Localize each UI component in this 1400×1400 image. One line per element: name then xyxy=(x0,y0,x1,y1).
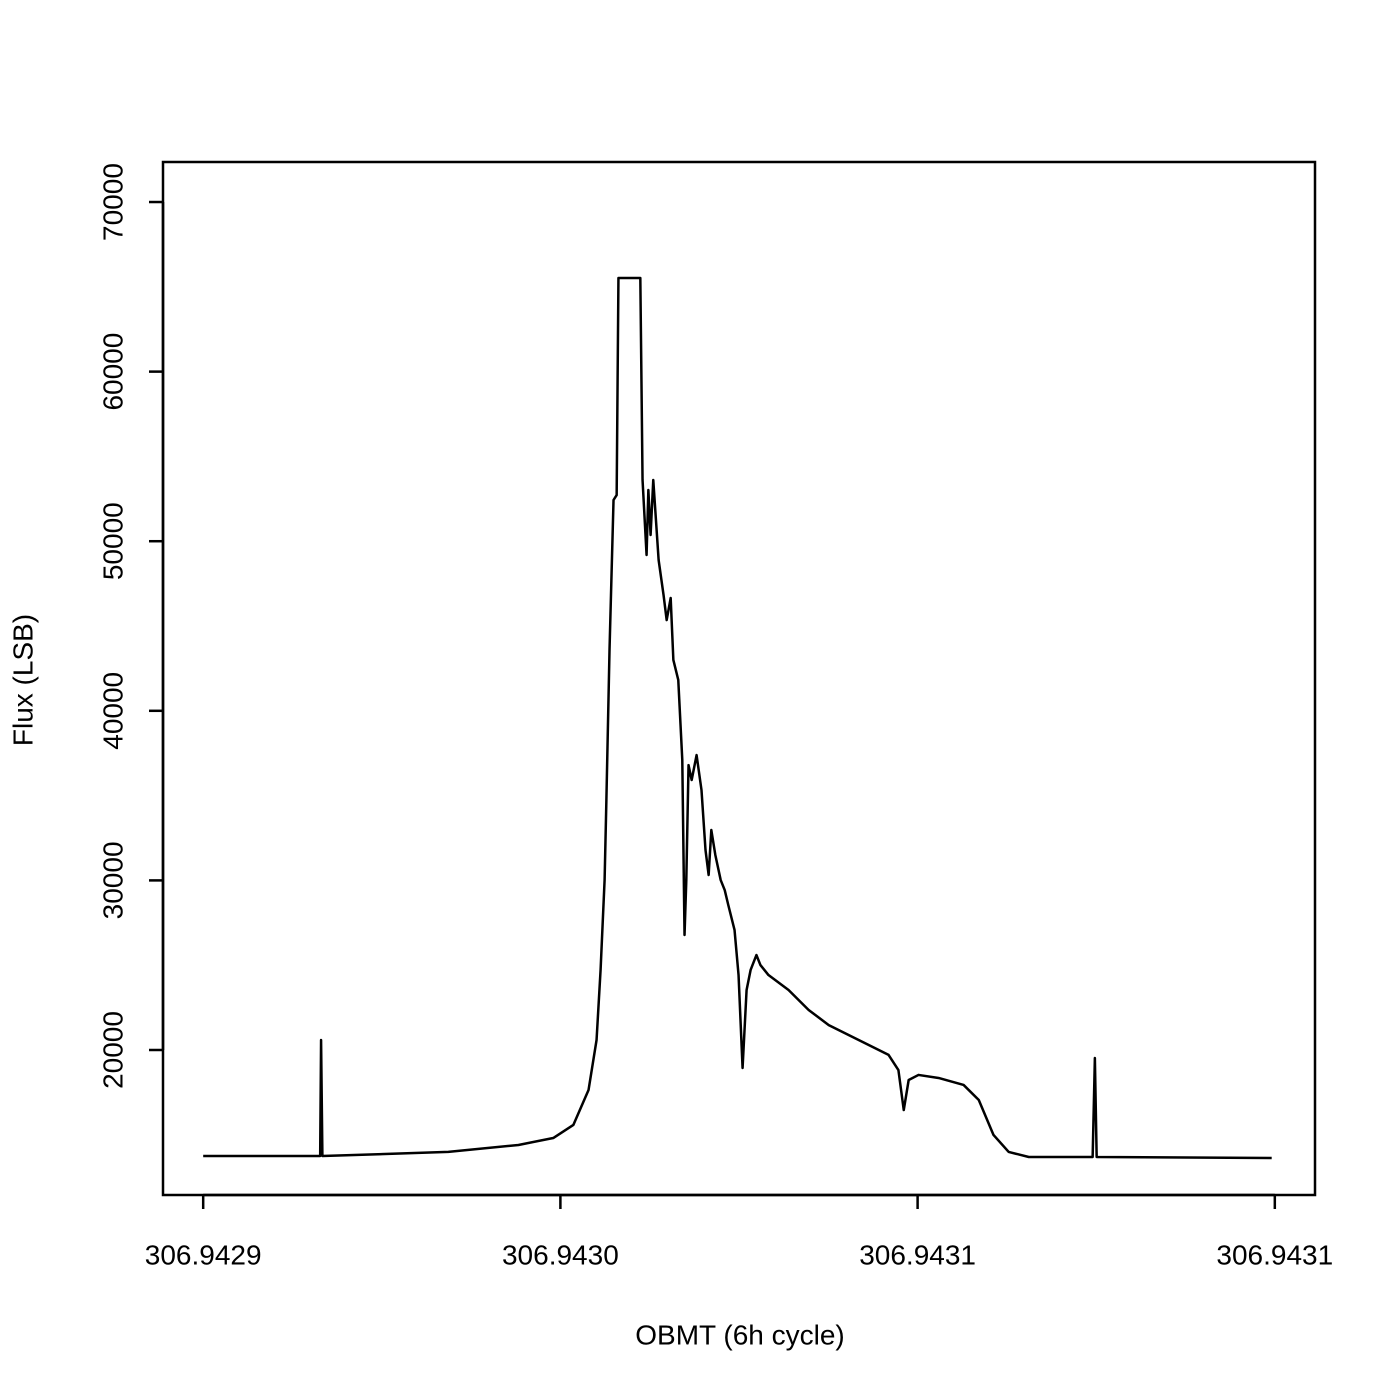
x-tick-label: 306.9431 xyxy=(1216,1239,1333,1270)
y-axis-label: Flux (LSB) xyxy=(7,614,38,746)
plot-frame xyxy=(161,160,1317,1197)
x-tick-label: 306.9431 xyxy=(859,1239,976,1270)
y-tick-label: 70000 xyxy=(97,163,128,241)
x-axis-label: OBMT (6h cycle) xyxy=(635,1319,845,1350)
y-tick-label: 60000 xyxy=(97,333,128,411)
y-tick-label: 40000 xyxy=(97,672,128,750)
x-tick-label: 306.9430 xyxy=(502,1239,619,1270)
x-tick-label: 306.9429 xyxy=(145,1239,262,1270)
y-tick-label: 30000 xyxy=(97,841,128,919)
y-tick-label: 50000 xyxy=(97,502,128,580)
y-tick-label: 20000 xyxy=(97,1011,128,1089)
data-line xyxy=(203,276,1272,1160)
